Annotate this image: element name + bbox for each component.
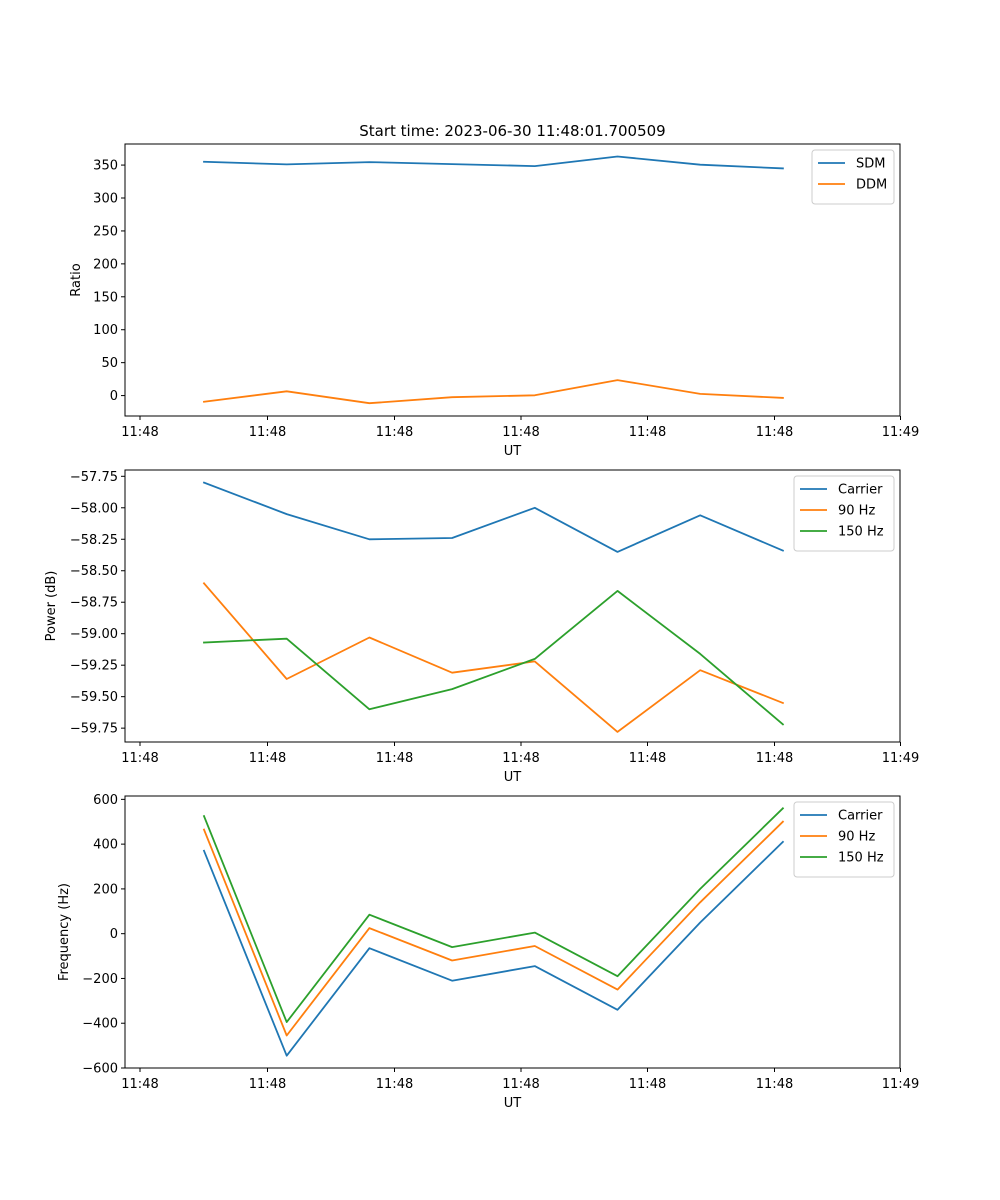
y-tick-label: 600: [93, 793, 118, 808]
y-tick-label: 0: [110, 927, 118, 942]
x-tick-label: 11:48: [756, 751, 793, 766]
x-tick-label: 11:49: [882, 751, 919, 766]
x-tick-label: 11:49: [882, 1077, 919, 1092]
legend-label: DDM: [856, 178, 887, 193]
y-tick-label: 0: [110, 389, 118, 404]
legend-label: SDM: [856, 157, 885, 172]
series-line-90-hz: [202, 820, 785, 1037]
y-tick-label: 300: [93, 192, 118, 207]
x-tick-label: 11:48: [121, 425, 158, 440]
x-tick-label: 11:48: [629, 425, 666, 440]
y-tick-label: 200: [93, 882, 118, 897]
series-line-150-hz: [203, 590, 785, 726]
y-tick-label: 400: [93, 838, 118, 853]
y-tick-label: 150: [93, 290, 118, 305]
legend: Carrier 90 Hz 150 Hz: [793, 801, 895, 878]
y-axis-label: Ratio: [69, 263, 84, 296]
x-axis-label: UT: [504, 1096, 522, 1111]
legend-label: 150 Hz: [838, 525, 884, 540]
legend-label: 90 Hz: [838, 830, 875, 845]
axes-frame: [124, 795, 901, 1069]
y-tick-label: −59.25: [70, 659, 118, 674]
y-tick-label: 100: [93, 323, 118, 338]
subplot-1: 0 50 100 150 200 250 300 350 11:48 11:48 11:48 11:4…: [69, 143, 919, 459]
y-tick-label: 200: [93, 257, 118, 272]
subplot-3: −600 −400 −200 0 200 400 600 11:48 11:48 11:48 11:…: [57, 793, 919, 1111]
axes-frame: [124, 143, 901, 417]
x-tick-label: 11:48: [376, 1077, 413, 1092]
x-tick-label: 11:48: [121, 751, 158, 766]
x-tick-label: 11:48: [249, 1077, 286, 1092]
x-axis-label: UT: [504, 770, 522, 785]
y-tick-label: −600: [82, 1062, 118, 1077]
y-tick-label: 350: [93, 159, 118, 174]
y-axis-label: Power (dB): [44, 571, 59, 642]
y-tick-label: −59.75: [70, 722, 118, 737]
legend-label: 90 Hz: [838, 504, 875, 519]
x-tick-label: 11:48: [502, 1077, 539, 1092]
series-line-90-hz: [202, 582, 785, 733]
y-tick-label: −59.00: [70, 627, 118, 642]
legend-box: [793, 801, 895, 878]
legend-label: Carrier: [838, 483, 883, 498]
series-line-carrier: [202, 840, 785, 1057]
y-tick-label: −57.75: [70, 470, 118, 485]
x-tick-label: 11:48: [502, 751, 539, 766]
x-tick-label: 11:48: [629, 1077, 666, 1092]
y-tick-label: −59.50: [70, 690, 118, 705]
series-line-150-hz: [202, 807, 785, 1023]
x-tick-label: 11:48: [376, 751, 413, 766]
x-tick-label: 11:48: [249, 425, 286, 440]
legend-box: [793, 475, 895, 552]
x-axis-label: UT: [504, 444, 522, 459]
y-tick-label: −58.00: [70, 501, 118, 516]
subplot-2: −57.75 −58.00 −58.25 −58.50 −58.75 −59.00 −59.…: [44, 469, 919, 785]
x-tick-label: 11:48: [756, 1077, 793, 1092]
x-tick-label: 11:48: [376, 425, 413, 440]
legend: Carrier 90 Hz 150 Hz: [793, 475, 895, 552]
y-tick-label: 50: [101, 356, 118, 371]
x-tick-label: 11:49: [882, 425, 919, 440]
y-tick-label: −58.75: [70, 596, 118, 611]
y-tick-label: −200: [82, 972, 118, 987]
y-tick-label: −58.25: [70, 533, 118, 548]
legend-label: 150 Hz: [838, 851, 884, 866]
axes-frame: [124, 469, 901, 743]
series-line-ddm: [202, 379, 784, 405]
x-tick-label: 11:48: [121, 1077, 158, 1092]
x-tick-label: 11:48: [502, 425, 539, 440]
legend: SDM DDM: [811, 149, 895, 205]
y-tick-label: −400: [82, 1017, 118, 1032]
series-line-carrier: [202, 481, 785, 553]
y-tick-label: 250: [93, 224, 118, 239]
x-tick-label: 11:48: [756, 425, 793, 440]
y-axis-label: Frequency (Hz): [57, 883, 72, 981]
legend-label: Carrier: [838, 809, 883, 824]
y-tick-label: −58.50: [70, 564, 118, 579]
x-tick-label: 11:48: [249, 751, 286, 766]
figure-title: Start time: 2023-06-30 11:48:01.700509: [359, 122, 665, 140]
x-tick-label: 11:48: [629, 751, 666, 766]
series-line-sdm: [203, 155, 784, 170]
